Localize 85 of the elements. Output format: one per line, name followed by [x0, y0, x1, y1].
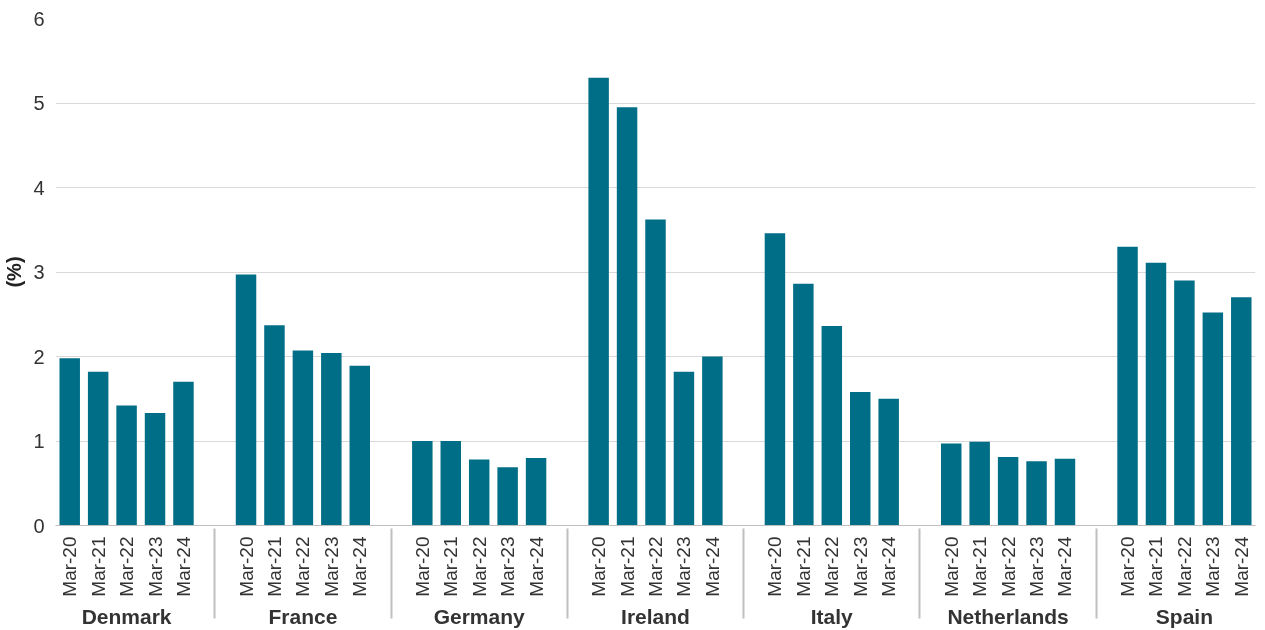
text: Mar-20 — [59, 536, 81, 597]
bar — [1174, 280, 1195, 526]
text: Mar-23 — [144, 536, 166, 597]
bar — [321, 353, 342, 526]
text: Mar-23 — [497, 536, 519, 597]
bar — [412, 441, 433, 526]
bar — [264, 325, 285, 526]
bar — [292, 350, 314, 526]
y-axis-title: (%) — [3, 256, 26, 288]
x-tick-label: Italy — [810, 604, 854, 628]
bar — [144, 413, 166, 526]
text: Mar-22 — [997, 536, 1019, 597]
text: Mar-22 — [468, 536, 490, 597]
text: Mar-21 — [969, 536, 991, 597]
text: Mar-20 — [235, 536, 257, 597]
y-tick-label: 5 — [33, 92, 45, 114]
text: Mar-21 — [616, 536, 638, 597]
bar — [235, 274, 257, 526]
text: Mar-20 — [1117, 536, 1139, 597]
bar — [1026, 461, 1047, 526]
text: Mar-23 — [673, 536, 695, 597]
bar — [497, 467, 518, 526]
bar — [588, 77, 609, 526]
text: Mar-21 — [440, 536, 462, 597]
text: Mar-23 — [849, 536, 871, 597]
x-tick-label: Netherlands — [947, 604, 1069, 628]
bar — [821, 326, 843, 526]
text: Mar-24 — [701, 536, 723, 597]
y-tick-label: 0 — [33, 514, 45, 537]
bar — [1054, 458, 1076, 526]
bar — [116, 405, 137, 526]
bar — [349, 365, 370, 526]
bar — [468, 459, 490, 526]
text: Mar-24 — [349, 536, 371, 597]
text: Mar-22 — [1173, 536, 1195, 597]
text: Mar-23 — [1202, 536, 1224, 597]
text: Mar-20 — [764, 536, 786, 597]
text: Mar-20 — [940, 536, 962, 597]
text: Mar-22 — [292, 536, 314, 597]
bar — [1117, 246, 1138, 526]
bar — [59, 358, 80, 526]
text: Mar-24 — [172, 536, 194, 597]
y-tick-label: 1 — [33, 430, 45, 452]
text: Mar-20 — [411, 536, 433, 597]
x-tick-label: Germany — [433, 604, 526, 628]
bar — [645, 219, 666, 526]
y-tick-label: 4 — [33, 176, 45, 199]
text: Mar-22 — [116, 536, 138, 597]
bar — [1231, 297, 1252, 526]
text: Mar-21 — [87, 536, 109, 597]
text: Mar-24 — [1230, 536, 1252, 597]
text: Mar-22 — [821, 536, 843, 597]
text: Mar-23 — [1026, 536, 1048, 597]
bar — [1202, 312, 1224, 526]
bar — [440, 441, 461, 526]
bar — [1145, 262, 1167, 526]
bar — [969, 441, 990, 526]
bar — [878, 398, 899, 526]
bar — [764, 233, 786, 526]
text: Mar-22 — [645, 536, 666, 597]
bar — [941, 443, 962, 526]
text: Mar-24 — [525, 536, 547, 597]
bar — [673, 371, 695, 526]
bar — [850, 391, 871, 526]
bar — [616, 107, 638, 526]
text: Mar-21 — [263, 536, 285, 597]
y-tick-label: 2 — [33, 345, 45, 368]
bar — [87, 371, 109, 526]
bar — [997, 457, 1019, 526]
bar — [173, 381, 194, 526]
text: Mar-24 — [1054, 536, 1076, 597]
x-tick-label: Denmark — [81, 604, 172, 628]
x-tick-label: Ireland — [621, 604, 690, 628]
text: Mar-24 — [878, 536, 900, 597]
text: Mar-21 — [1145, 536, 1167, 597]
text: Mar-21 — [792, 536, 814, 597]
bar — [702, 356, 723, 526]
y-tick-label: 3 — [33, 261, 45, 283]
text: Mar-23 — [320, 536, 342, 597]
y-tick-label: 6 — [33, 7, 45, 30]
bar — [525, 457, 547, 526]
x-tick-label: Spain — [1155, 604, 1214, 628]
text: Mar-20 — [588, 536, 610, 597]
x-tick-label: France — [268, 604, 338, 628]
bar — [793, 283, 814, 526]
